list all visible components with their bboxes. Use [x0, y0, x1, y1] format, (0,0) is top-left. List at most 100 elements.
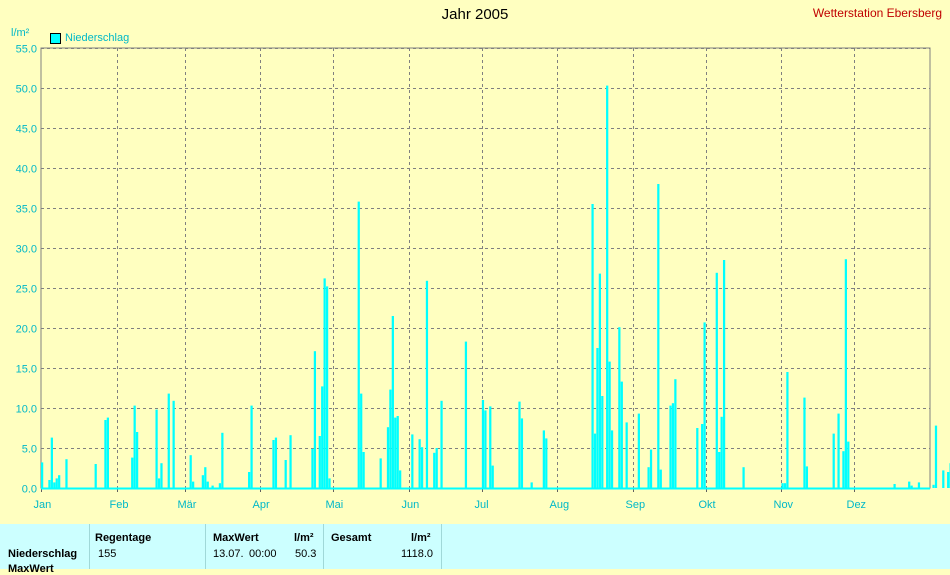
- precip-bar: [157, 478, 161, 488]
- stats-table: Regentage MaxWert l/m² Gesamt l/m² Niede…: [0, 524, 950, 575]
- precip-bar: [722, 260, 726, 488]
- precip-bar: [481, 400, 485, 488]
- precip-bar: [418, 439, 421, 488]
- precip-bar: [323, 278, 326, 488]
- precip-bar: [386, 427, 390, 488]
- precip-bar: [908, 481, 911, 488]
- precip-bar: [842, 451, 845, 488]
- precip-bar: [189, 455, 192, 488]
- precip-bar: [618, 327, 621, 488]
- precip-bar: [696, 428, 699, 488]
- legend: Niederschlag: [50, 32, 129, 44]
- precip-bar: [155, 409, 158, 488]
- precip-bar: [844, 259, 847, 488]
- precip-bar: [133, 405, 136, 488]
- precip-bar: [211, 485, 214, 488]
- precip-bar: [783, 483, 787, 488]
- precip-bar: [167, 393, 170, 488]
- row-label-maxwert: MaxWert: [8, 563, 54, 575]
- precip-bar: [65, 459, 68, 488]
- precip-bar: [520, 418, 524, 488]
- precip-bar: [192, 481, 195, 488]
- precip-bar: [593, 433, 597, 488]
- precip-bar: [284, 460, 287, 488]
- precip-bar: [608, 361, 611, 488]
- gesamt-value: 1118.0: [401, 548, 434, 560]
- precip-bar: [411, 434, 414, 488]
- regentage-header: Regentage: [95, 532, 152, 544]
- precip-bar: [311, 448, 314, 488]
- precip-bar: [325, 286, 329, 488]
- precip-bar: [204, 467, 207, 488]
- precip-bar: [135, 432, 139, 488]
- x-tick-label: Mär: [178, 499, 197, 511]
- precip-bar: [530, 482, 533, 488]
- precip-bar: [518, 401, 521, 488]
- precip-bar: [440, 400, 443, 488]
- precip-bar: [425, 280, 429, 488]
- precip-bar: [104, 420, 107, 488]
- precip-bar: [357, 201, 360, 488]
- x-tick-label: Dez: [847, 499, 867, 511]
- precip-bar: [596, 348, 599, 488]
- precip-bar: [542, 430, 545, 488]
- precip-bar: [206, 481, 209, 488]
- x-tick-label: Sep: [626, 499, 646, 511]
- y-tick-label: 35.0: [16, 204, 37, 216]
- precip-bar: [947, 472, 950, 488]
- precip-bar: [272, 440, 275, 488]
- precip-bar: [786, 372, 789, 488]
- precip-bar: [248, 472, 251, 488]
- precip-bar: [910, 485, 913, 488]
- station-name: Wetterstation Ebersberg: [812, 6, 942, 20]
- precip-bar: [160, 463, 163, 488]
- precip-bar: [484, 410, 487, 488]
- precip-bar: [657, 184, 660, 488]
- precip-bar: [649, 449, 653, 488]
- x-tick-label: Nov: [774, 499, 794, 511]
- precip-bar: [362, 452, 365, 488]
- x-tick-label: Jul: [475, 499, 489, 511]
- precip-bar: [321, 386, 324, 488]
- precip-bar: [464, 341, 468, 488]
- precip-bar: [703, 322, 706, 488]
- precip-bar: [48, 480, 51, 488]
- precip-bar: [934, 425, 938, 488]
- gesamt-unit: l/m²: [411, 532, 431, 544]
- maxwert-value: 50.3: [295, 548, 317, 560]
- precip-bar: [932, 484, 935, 488]
- precip-bar: [41, 462, 44, 488]
- y-tick-label: 30.0: [16, 244, 37, 256]
- precip-bar: [720, 416, 723, 488]
- precip-bar: [435, 448, 438, 488]
- y-axis-unit: l/m²: [11, 27, 30, 39]
- precip-bar: [399, 470, 402, 488]
- precip-bar: [742, 467, 745, 488]
- precip-bar: [379, 458, 382, 488]
- legend-swatch: [50, 32, 61, 44]
- x-tick-label: Apr: [253, 499, 270, 511]
- precip-bar: [433, 452, 436, 488]
- x-tick-label: Okt: [699, 499, 716, 511]
- x-tick-label: Mai: [326, 499, 344, 511]
- y-tick-label: 25.0: [16, 284, 37, 296]
- precip-bar: [598, 273, 601, 488]
- precip-bar: [491, 465, 494, 488]
- precip-bar: [172, 400, 175, 488]
- precip-bar: [420, 447, 424, 488]
- precip-bar: [942, 470, 945, 488]
- precip-bar: [805, 466, 809, 488]
- precip-bar: [313, 351, 317, 488]
- precip-bar: [53, 482, 56, 488]
- y-tick-label: 10.0: [16, 404, 37, 416]
- chart-title: Jahr 2005: [441, 6, 509, 23]
- maxwert-date: 13.07.: [213, 548, 244, 560]
- precip-bar: [847, 441, 850, 488]
- precip-bar: [671, 403, 675, 488]
- precip-bar: [837, 413, 840, 488]
- precip-bar: [394, 417, 397, 488]
- row-label-niederschlag: Niederschlag: [8, 548, 78, 560]
- y-tick-label: 15.0: [16, 364, 37, 376]
- precip-bar: [250, 405, 253, 488]
- precip-bar: [781, 483, 784, 488]
